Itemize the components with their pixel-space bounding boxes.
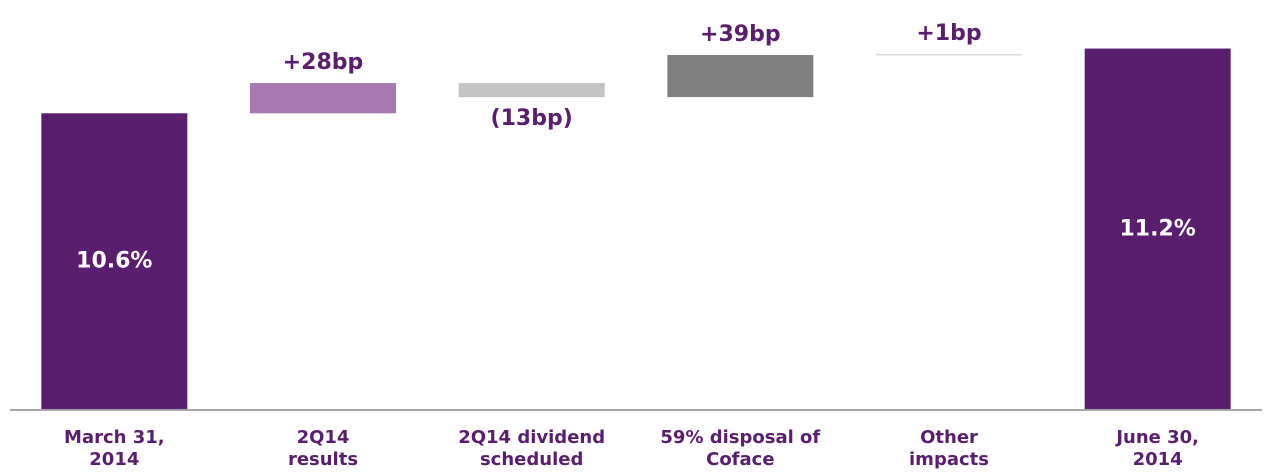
bar <box>250 83 396 114</box>
x-tick-label-line: Other <box>920 427 978 448</box>
x-tick-label: Other impacts <box>909 427 989 470</box>
x-tick-label-line: impacts <box>909 449 989 470</box>
bar <box>41 113 188 410</box>
x-tick-label: June 30, 2014 <box>1114 427 1199 470</box>
x-tick-label-line: June 30, <box>1114 427 1199 448</box>
x-tick-label-line: 59% disposal of <box>660 427 820 448</box>
value-label: (13bp) <box>491 106 573 131</box>
x-tick-label: 59% disposal of Coface <box>660 427 820 470</box>
x-tick-label-line: 2Q14 dividend <box>458 427 605 448</box>
bar <box>876 53 1022 56</box>
value-label: +28bp <box>283 50 364 75</box>
value-label: +1bp <box>916 21 981 46</box>
value-label: 11.2% <box>1120 216 1196 241</box>
x-tick-label-line: scheduled <box>480 449 583 470</box>
bar <box>1084 48 1231 410</box>
x-tick-label: March 31, 2014 <box>64 427 165 470</box>
x-tick-label-line: 2014 <box>1133 449 1183 470</box>
x-tick-label-line: 2Q14 <box>297 427 350 448</box>
x-tick-label: 2Q14 results <box>288 427 358 470</box>
x-tick-label-line: Coface <box>706 449 774 470</box>
bar <box>667 55 814 98</box>
value-label: 10.6% <box>76 249 152 274</box>
x-tick-label-line: 2014 <box>89 449 139 470</box>
x-tick-label: 2Q14 dividend scheduled <box>458 427 605 470</box>
value-label: +39bp <box>700 22 781 47</box>
bar <box>458 83 605 98</box>
x-tick-label-line: results <box>288 449 358 470</box>
x-tick-label-line: March 31, <box>64 427 165 448</box>
